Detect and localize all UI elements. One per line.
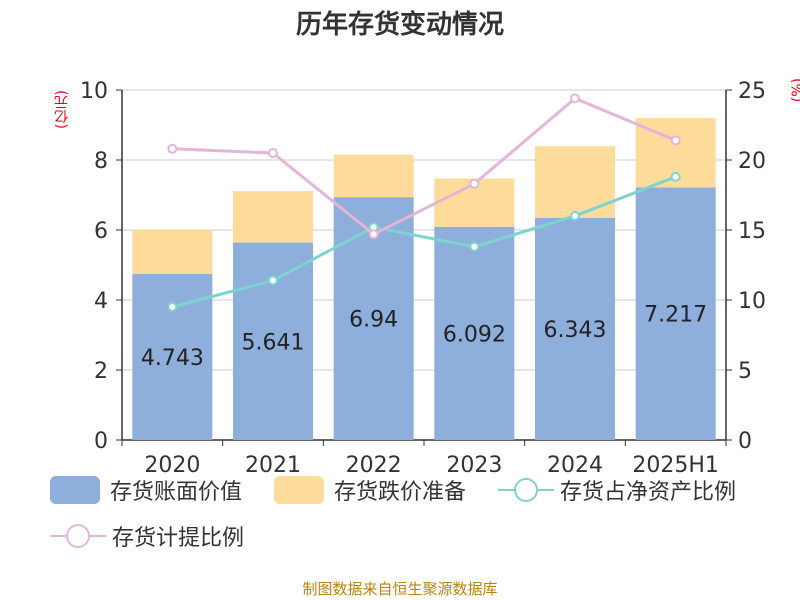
- x-tick-label: 2025H1: [632, 453, 719, 478]
- legend-item-provision-ratio: 存货计提比例: [50, 520, 244, 552]
- right-tick-label: 10: [738, 289, 766, 314]
- x-tick-label: 2024: [547, 453, 603, 478]
- legend-swatch-book-value: [50, 476, 100, 504]
- point-net-asset-ratio: [469, 241, 480, 252]
- legend-line-icon-net-asset-ratio: [498, 478, 554, 502]
- point-net-asset-ratio: [268, 275, 278, 286]
- legend-swatch-impairment: [274, 476, 324, 504]
- legend-item-book-value: 存货账面价值: [50, 474, 242, 506]
- legend-label-impairment: 存货跌价准备: [334, 480, 467, 505]
- point-provision-ratio: [268, 148, 278, 158]
- legend-item-impairment: 存货跌价准备: [274, 474, 466, 506]
- bar-impairment: [535, 146, 615, 218]
- bar-book-value: [132, 273, 213, 440]
- point-provision-ratio: [570, 93, 580, 104]
- bar-impairment: [132, 229, 213, 274]
- bar-data-label: 5.641: [242, 330, 305, 355]
- left-tick-label: 4: [94, 289, 108, 314]
- left-tick-label: 2: [94, 359, 108, 384]
- x-tick-label: 2021: [245, 453, 301, 478]
- bar-data-label: 6.343: [544, 318, 607, 343]
- x-tick-label: 2023: [446, 453, 502, 478]
- x-tick-label: 2020: [144, 453, 200, 478]
- right-tick-label: 20: [738, 149, 766, 174]
- bar-impairment: [233, 191, 313, 243]
- bar-data-label: 7.217: [644, 303, 707, 328]
- point-net-asset-ratio: [670, 171, 681, 182]
- legend-line-icon-provision-ratio: [50, 524, 106, 548]
- point-provision-ratio: [167, 143, 178, 154]
- point-provision-ratio: [469, 178, 480, 189]
- legend-label-book-value: 存货账面价值: [110, 480, 243, 505]
- bar-impairment: [333, 154, 414, 198]
- legend-item-net-asset-ratio: 存货占净资产比例: [498, 474, 736, 506]
- point-provision-ratio: [368, 229, 379, 240]
- point-net-asset-ratio: [167, 302, 178, 312]
- point-provision-ratio: [670, 135, 681, 146]
- line-net-asset-ratio: [171, 175, 677, 309]
- bar-data-label: 6.94: [349, 308, 398, 333]
- bar-book-value: [635, 187, 716, 440]
- bar-book-value: [434, 226, 515, 440]
- data-source-note: 制图数据来自恒生聚源数据库: [302, 580, 498, 598]
- chart-title: 历年存货变动情况: [295, 10, 504, 40]
- left-tick-label: 0: [94, 429, 108, 454]
- right-tick-label: 15: [738, 219, 766, 244]
- bar-data-label: 4.743: [141, 346, 204, 371]
- bar-book-value: [535, 217, 615, 440]
- left-tick-label: 10: [80, 79, 108, 104]
- line-provision-ratio: [172, 96, 677, 236]
- left-tick-label: 6: [94, 219, 108, 244]
- x-tick-label: 2022: [346, 453, 402, 478]
- left-tick-label: 8: [94, 149, 108, 174]
- point-net-asset-ratio: [570, 211, 580, 221]
- bar-data-label: 6.092: [443, 322, 506, 347]
- legend-label-provision-ratio: 存货计提比例: [112, 526, 245, 551]
- legend-label-net-asset-ratio: 存货占净资产比例: [560, 480, 737, 505]
- right-tick-label: 5: [738, 359, 752, 384]
- right-tick-label: 0: [738, 429, 752, 454]
- right-tick-label: 25: [738, 79, 766, 104]
